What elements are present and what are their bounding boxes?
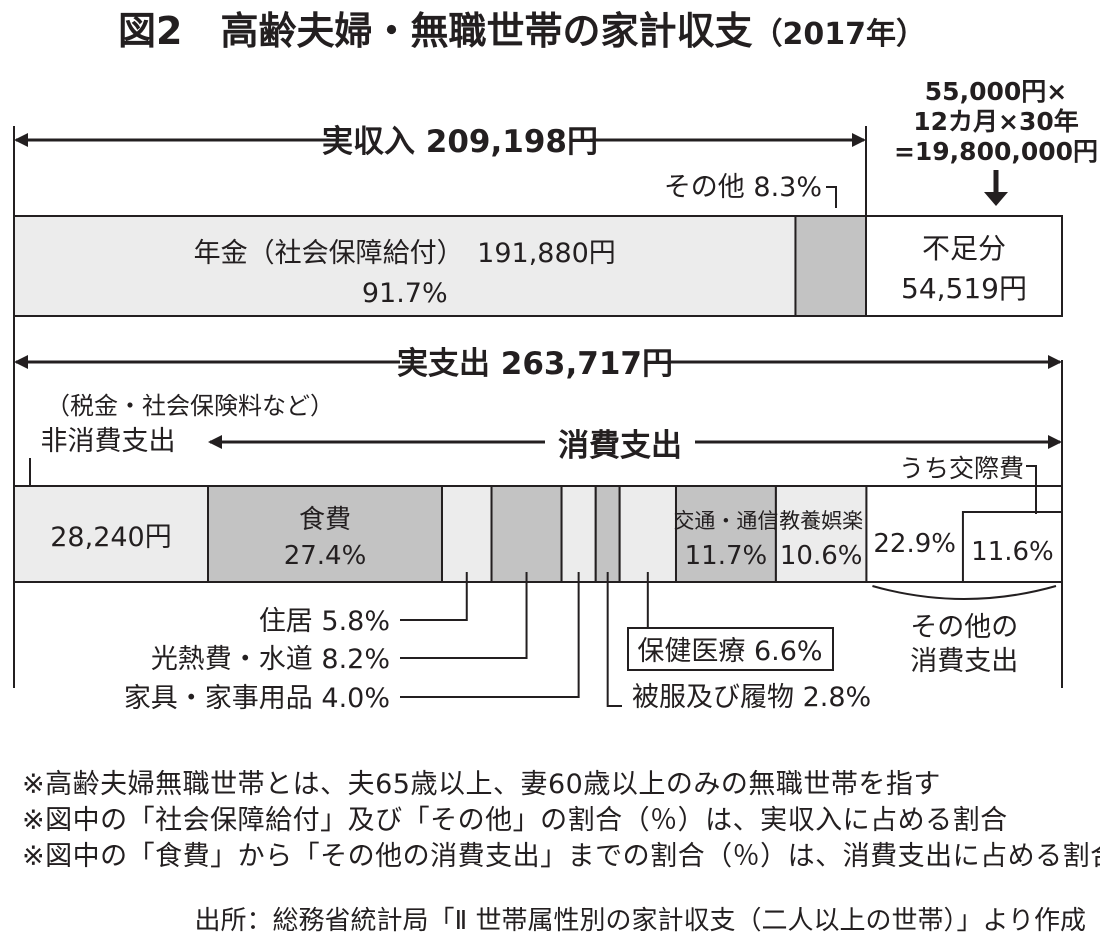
deficit-calc-arrow-head [984, 192, 1008, 206]
deficit-bar [865, 215, 1063, 317]
consumption-label: 消費支出 [558, 428, 682, 464]
deficit-value: 54,519円 [901, 272, 1027, 305]
consumption-bar-8 [774, 485, 868, 583]
pension-pct-label: 91.7% [362, 278, 448, 309]
expenditure-span-arrow-left-head [14, 355, 28, 369]
social-expense-pct: 11.6% [971, 537, 1054, 567]
income-label-bg [330, 118, 590, 158]
footnote-3: ※図中の「食費」から「その他の消費支出」までの割合（％）は、消費支出に占める割合 [22, 841, 1100, 872]
expenditure-label-bg [400, 340, 670, 380]
deficit-calc-line-3: =19,800,000円 [894, 137, 1098, 166]
other-income-leader [826, 186, 837, 208]
pension-label: 年金（社会保障給付） 191,880円 [194, 238, 616, 269]
clothing-leader [606, 572, 622, 707]
social-expense-leader [1026, 465, 1037, 514]
consumption-span-arrow-right-head [1048, 435, 1062, 449]
chart-title-main: 図2 高齢夫婦・無職世帯の家計収支 [118, 9, 752, 53]
nonconsumption-bar [13, 485, 209, 583]
other-consumption-brace [872, 585, 1057, 600]
expenditure-span-arrow-right-head [1048, 355, 1062, 369]
culture-pct: 10.6% [780, 541, 863, 571]
nonconsumption-note: （税金・社会保険料など） [46, 392, 334, 420]
furniture-callout: 家具・家事用品 4.0% [124, 683, 390, 714]
deficit-label: 不足分 [922, 232, 1006, 265]
consumption-bar-1 [207, 485, 443, 583]
medical-callout: 保健医療 6.6% [637, 636, 822, 667]
income-span-arrow-left-head [14, 133, 28, 147]
social-expense-box [961, 511, 1063, 583]
culture-label: 教養娯楽 [779, 509, 863, 533]
medical-callout-box [627, 627, 834, 671]
nonconsumption-label: 非消費支出 [41, 426, 176, 457]
food-label: 食費 [299, 505, 351, 535]
other-income-label: その他 8.3% [664, 172, 822, 203]
deficit-calc-line-1: 55,000円× [925, 77, 1067, 106]
footnote-2: ※図中の「社会保障給付」及び「その他」の割合（％）は、実収入に占める割合 [22, 805, 1008, 836]
other-consumption-label-2: 消費支出 [910, 646, 1018, 677]
consumption-bar-7 [674, 485, 777, 583]
other-income-bar [794, 215, 868, 317]
nonconsumption-value: 28,240円 [50, 522, 171, 553]
consumption-bar-2 [440, 485, 493, 583]
consumption-bar-5 [594, 485, 621, 583]
income-label: 実収入 209,198円 [322, 124, 598, 160]
chart-title: 図2 高齢夫婦・無職世帯の家計収支（2017年） [118, 9, 926, 53]
expenditure-label: 実支出 263,717円 [397, 346, 673, 382]
clothing-callout: 被服及び履物 2.8% [632, 682, 871, 713]
transport-label: 交通・通信 [673, 509, 778, 533]
consumption-bar-4 [560, 485, 597, 583]
food-pct: 27.4% [284, 541, 367, 571]
deficit-calc-line-2: 12カ月×30年 [913, 107, 1079, 136]
utilities-callout: 光熱費・水道 8.2% [151, 644, 390, 675]
chart-title-year: （2017年） [752, 17, 926, 52]
furniture-leader [400, 572, 580, 698]
source-note: 出所：総務省統計局「Ⅱ 世帯属性別の家計収支（二人以上の世帯）」より作成 [194, 906, 1086, 936]
footnote-1: ※高齢夫婦無職世帯とは、夫65歳以上、妻60歳以上のみの無職世帯を指す [22, 769, 941, 800]
transport-pct: 11.7% [685, 541, 768, 571]
consumption-span-arrow-left-head [208, 435, 222, 449]
other-consumption-pct: 22.9% [873, 529, 956, 559]
other-consumption-label-1: その他の [910, 612, 1018, 643]
housing-leader [400, 572, 468, 621]
utilities-leader [400, 572, 528, 659]
housing-callout: 住居 5.8% [259, 606, 390, 637]
consumption-label-bg [545, 422, 695, 462]
income-span-arrow-right-head [852, 133, 866, 147]
consumption-bar-3 [490, 485, 563, 583]
consumption-bar-6 [618, 485, 677, 583]
pension-bar [13, 215, 797, 317]
social-expense-callout: うち交際費 [899, 454, 1024, 483]
